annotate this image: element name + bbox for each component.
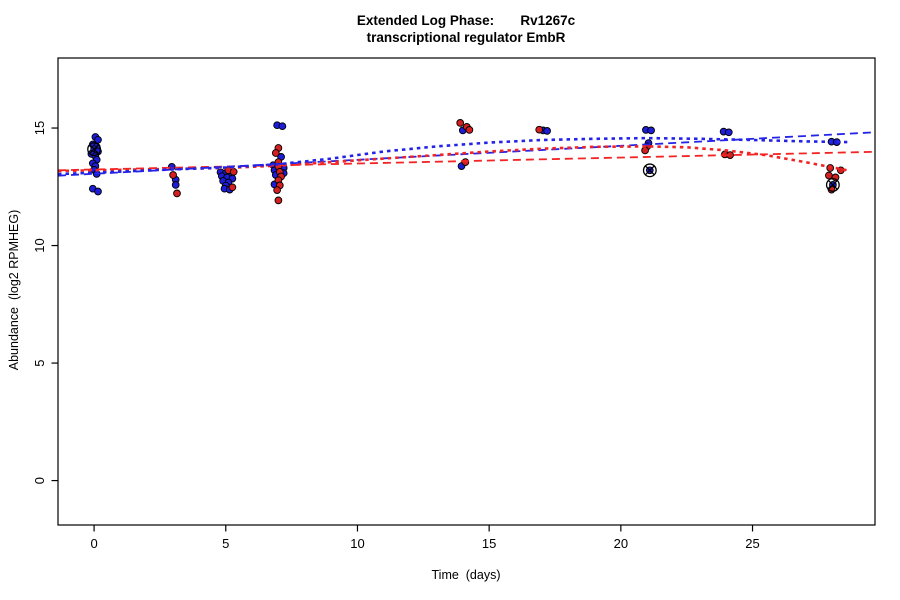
outlier-circle-icon [87, 142, 102, 157]
red-point [229, 167, 238, 176]
x-tick-label: 20 [614, 536, 628, 551]
x-tick-label: 0 [90, 536, 97, 551]
red-point [461, 158, 470, 166]
red-point [173, 189, 181, 198]
red-point [228, 183, 237, 192]
chart-title-line2: transcriptional regulator EmbR [366, 29, 566, 45]
y-tick-label: 15 [32, 121, 47, 135]
outlier-circle-icon [642, 163, 657, 178]
x-tick-label: 15 [482, 536, 496, 551]
red-linear-fit-line [57, 150, 876, 172]
y-tick-label: 5 [32, 359, 47, 366]
blue-point [543, 127, 551, 135]
blue-point [724, 128, 733, 137]
red-point [641, 146, 649, 155]
x-tick-label: 25 [745, 536, 759, 551]
chart-title-line1: Extended Log Phase: Rv1267c [356, 13, 576, 28]
x-axis-label: Time (days) [431, 568, 501, 582]
y-tick-label: 10 [32, 238, 47, 252]
chart-title: Extended Log Phase: Rv1267c transcriptio… [357, 13, 575, 47]
x-tick-label: 10 [350, 536, 364, 551]
red-point [271, 149, 280, 157]
blue-point [647, 126, 655, 135]
blue-point [94, 187, 102, 196]
red-point [465, 126, 474, 134]
plot-border [57, 57, 876, 526]
red-point [456, 119, 465, 127]
red-point [273, 186, 281, 194]
outlier-cross-icon [644, 165, 655, 176]
red-point [274, 196, 283, 205]
x-tick-label: 5 [222, 536, 229, 551]
y-axis-label: Abundance (log2 RPMHEG) [7, 209, 21, 371]
red-point [169, 171, 177, 179]
blue-point [278, 122, 287, 131]
y-tick-label: 0 [32, 477, 47, 484]
outlier-circle-icon [825, 177, 840, 192]
outlier-cross-icon [827, 179, 838, 190]
red-point [535, 125, 544, 134]
outlier-cross-icon [89, 144, 100, 155]
blue-point [171, 181, 180, 189]
red-point [825, 171, 833, 180]
blue-smooth-fit-line [57, 136, 848, 176]
